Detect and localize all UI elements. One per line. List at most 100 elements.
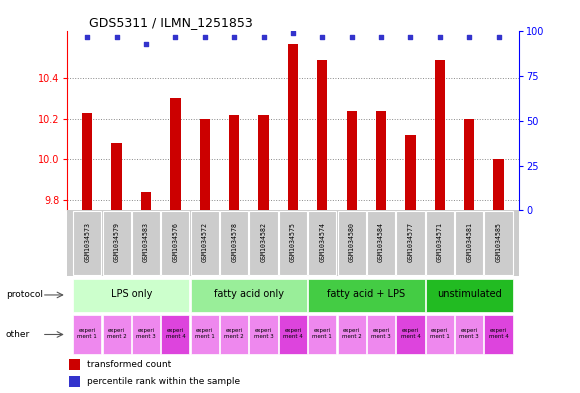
- Bar: [317, 60, 328, 210]
- Point: [318, 34, 327, 40]
- Bar: [191, 279, 307, 312]
- Text: experi
ment 4: experi ment 4: [401, 328, 420, 339]
- Bar: [200, 119, 210, 210]
- Point: [376, 34, 386, 40]
- Text: GSM1034583: GSM1034583: [143, 222, 149, 262]
- Point: [259, 34, 268, 40]
- Bar: [171, 99, 180, 210]
- Bar: [73, 315, 102, 354]
- Bar: [132, 315, 160, 354]
- Text: unstimulated: unstimulated: [437, 289, 502, 299]
- Point: [230, 34, 239, 40]
- Bar: [69, 358, 80, 371]
- Text: GSM1034571: GSM1034571: [437, 222, 443, 262]
- Text: GSM1034585: GSM1034585: [495, 222, 502, 262]
- Bar: [376, 111, 386, 210]
- Text: percentile rank within the sample: percentile rank within the sample: [87, 377, 240, 386]
- Text: GSM1034581: GSM1034581: [466, 222, 472, 262]
- Text: GSM1034582: GSM1034582: [260, 222, 267, 262]
- Text: experi
ment 3: experi ment 3: [136, 328, 156, 339]
- Text: experi
ment 3: experi ment 3: [371, 328, 391, 339]
- Text: experi
ment 4: experi ment 4: [165, 328, 185, 339]
- Bar: [103, 315, 130, 354]
- Text: experi
ment 1: experi ment 1: [430, 328, 450, 339]
- Bar: [494, 160, 503, 210]
- Point: [494, 34, 503, 40]
- Bar: [405, 135, 415, 210]
- Bar: [434, 60, 445, 210]
- Text: GSM1034578: GSM1034578: [231, 222, 237, 262]
- Text: experi
ment 3: experi ment 3: [459, 328, 479, 339]
- Bar: [111, 143, 122, 210]
- Bar: [455, 211, 483, 275]
- Text: fatty acid + LPS: fatty acid + LPS: [327, 289, 405, 299]
- Bar: [464, 119, 474, 210]
- Point: [347, 34, 356, 40]
- Text: protocol: protocol: [6, 290, 43, 299]
- Point: [465, 34, 474, 40]
- Bar: [161, 211, 190, 275]
- Text: experi
ment 1: experi ment 1: [77, 328, 97, 339]
- Text: GSM1034574: GSM1034574: [319, 222, 325, 262]
- Text: fatty acid only: fatty acid only: [214, 289, 284, 299]
- Text: experi
ment 2: experi ment 2: [224, 328, 244, 339]
- Bar: [396, 211, 425, 275]
- Bar: [229, 115, 240, 210]
- Bar: [484, 211, 513, 275]
- Text: GSM1034584: GSM1034584: [378, 222, 384, 262]
- Bar: [191, 211, 219, 275]
- Point: [406, 34, 415, 40]
- Bar: [308, 315, 336, 354]
- Bar: [161, 315, 190, 354]
- Bar: [367, 315, 395, 354]
- Point: [82, 34, 92, 40]
- Bar: [141, 192, 151, 210]
- Bar: [288, 44, 298, 210]
- Bar: [426, 315, 454, 354]
- Bar: [279, 315, 307, 354]
- Text: GSM1034579: GSM1034579: [114, 222, 119, 262]
- Bar: [338, 211, 366, 275]
- Text: GSM1034575: GSM1034575: [290, 222, 296, 262]
- Text: GSM1034573: GSM1034573: [84, 222, 90, 262]
- Bar: [132, 211, 160, 275]
- Bar: [308, 211, 336, 275]
- Bar: [279, 211, 307, 275]
- Text: experi
ment 3: experi ment 3: [253, 328, 273, 339]
- Text: experi
ment 4: experi ment 4: [489, 328, 509, 339]
- Bar: [103, 211, 130, 275]
- Text: GSM1034577: GSM1034577: [407, 222, 414, 262]
- Bar: [346, 111, 357, 210]
- Text: GSM1034572: GSM1034572: [202, 222, 208, 262]
- Text: experi
ment 1: experi ment 1: [195, 328, 215, 339]
- Bar: [220, 211, 248, 275]
- Bar: [338, 315, 366, 354]
- Bar: [396, 315, 425, 354]
- Text: GSM1034576: GSM1034576: [172, 222, 179, 262]
- Bar: [249, 211, 278, 275]
- Text: experi
ment 2: experi ment 2: [107, 328, 126, 339]
- Point: [200, 34, 209, 40]
- Point: [171, 34, 180, 40]
- Bar: [82, 113, 92, 210]
- Bar: [220, 315, 248, 354]
- Text: transformed count: transformed count: [87, 360, 171, 369]
- Text: experi
ment 2: experi ment 2: [342, 328, 361, 339]
- Bar: [249, 315, 278, 354]
- Bar: [426, 211, 454, 275]
- Text: LPS only: LPS only: [111, 289, 152, 299]
- Bar: [426, 279, 513, 312]
- Text: other: other: [6, 330, 30, 339]
- Bar: [308, 279, 425, 312]
- Text: GDS5311 / ILMN_1251853: GDS5311 / ILMN_1251853: [89, 16, 253, 29]
- Bar: [367, 211, 395, 275]
- Text: experi
ment 4: experi ment 4: [283, 328, 303, 339]
- Bar: [258, 115, 269, 210]
- Bar: [455, 315, 483, 354]
- Text: experi
ment 1: experi ment 1: [313, 328, 332, 339]
- Point: [288, 30, 298, 37]
- Bar: [73, 279, 190, 312]
- Text: GSM1034580: GSM1034580: [349, 222, 354, 262]
- Bar: [69, 376, 80, 387]
- Bar: [484, 315, 513, 354]
